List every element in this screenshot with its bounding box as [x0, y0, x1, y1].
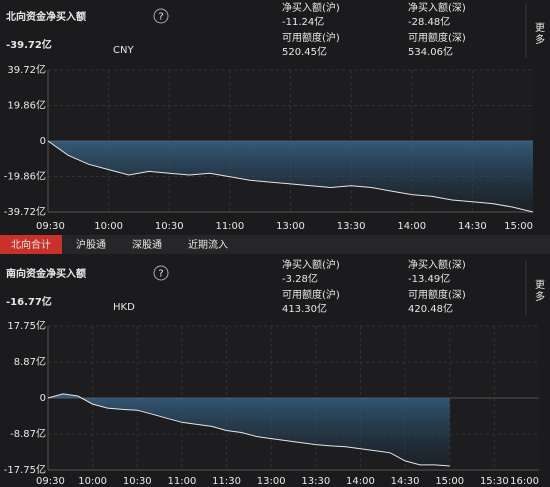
x-tick-label: 13:00: [257, 476, 286, 487]
tab-bar: [0, 235, 550, 254]
headline-value: -16.77亿: [6, 295, 52, 308]
stat-label: 净买入额(深): [408, 1, 466, 14]
x-tick-label: 13:30: [301, 476, 330, 487]
help-icon[interactable]: ?: [158, 12, 163, 23]
x-tick-label: 11:00: [215, 221, 244, 232]
x-tick-label: 14:00: [397, 221, 426, 232]
y-tick-label: -8.87亿: [10, 427, 46, 440]
x-tick-label: 14:30: [391, 476, 420, 487]
x-tick-label: 09:30: [36, 221, 65, 232]
tab[interactable]: 近期流入: [188, 238, 228, 251]
stat-value: -11.24亿: [282, 15, 324, 28]
x-tick-label: 14:30: [458, 221, 487, 232]
line: [47, 393, 450, 467]
x-tick-label: 15:00: [435, 476, 464, 487]
tab-active-bg: [0, 235, 62, 254]
more-link[interactable]: 更多: [533, 22, 545, 46]
y-tick-label: -39.72亿: [4, 205, 46, 218]
y-tick-label: -17.75亿: [4, 463, 46, 476]
y-tick-label: 0: [40, 136, 46, 147]
stat-value: -3.28亿: [282, 272, 318, 285]
y-tick-label: 19.86亿: [7, 99, 46, 112]
x-tick-label: 09:30: [36, 476, 65, 487]
tab[interactable]: 沪股通: [76, 238, 106, 251]
help-icon-ring: [153, 8, 169, 24]
help-icon[interactable]: ?: [158, 269, 163, 280]
stat-label: 可用额度(沪): [282, 288, 340, 301]
tab[interactable]: 北向合计: [11, 238, 51, 251]
stat-label: 净买入额(深): [408, 258, 466, 271]
line: [47, 140, 534, 213]
x-tick-label: 15:00: [504, 221, 533, 232]
stat-value: 420.48亿: [408, 302, 453, 315]
x-tick-label: 14:00: [346, 476, 375, 487]
x-tick-label: 10:00: [94, 221, 123, 232]
x-tick-label: 15:30: [480, 476, 509, 487]
stat-value: -13.49亿: [408, 272, 450, 285]
stat-label: 净买入额(沪): [282, 258, 340, 271]
stat-value: 520.45亿: [282, 45, 327, 58]
y-tick-label: 17.75亿: [7, 319, 46, 332]
x-tick-label: 11:30: [212, 476, 241, 487]
panel-title: 北向资金净买入额: [6, 10, 86, 23]
stat-label: 可用额度(深): [408, 288, 466, 301]
stat-value: 534.06亿: [408, 45, 453, 58]
help-icon-ring: [153, 265, 169, 281]
x-tick-label: 11:00: [167, 476, 196, 487]
y-tick-label: 39.72亿: [7, 63, 46, 76]
y-tick-label: 0: [40, 393, 46, 404]
currency: CNY: [113, 45, 134, 56]
currency: HKD: [113, 302, 135, 313]
panel-title: 南向资金净买入额: [6, 267, 86, 280]
more-link[interactable]: 更多: [533, 279, 545, 303]
x-tick-label: 13:00: [276, 221, 305, 232]
stat-label: 可用额度(深): [408, 31, 466, 44]
x-tick-label: 10:30: [155, 221, 184, 232]
x-tick-label: 16:00: [510, 476, 539, 487]
area: [48, 393, 450, 466]
headline-value: -39.72亿: [6, 38, 52, 51]
x-tick-label: 10:00: [78, 476, 107, 487]
y-tick-label: 8.87亿: [14, 355, 46, 368]
stat-label: 可用额度(沪): [282, 31, 340, 44]
x-tick-label: 10:30: [123, 476, 152, 487]
x-tick-label: 13:30: [337, 221, 366, 232]
stat-label: 净买入额(沪): [282, 1, 340, 14]
tab[interactable]: 深股通: [132, 239, 162, 251]
y-tick-label: -19.86亿: [4, 170, 46, 183]
stat-value: 413.30亿: [282, 302, 327, 315]
stat-value: -28.48亿: [408, 15, 450, 28]
